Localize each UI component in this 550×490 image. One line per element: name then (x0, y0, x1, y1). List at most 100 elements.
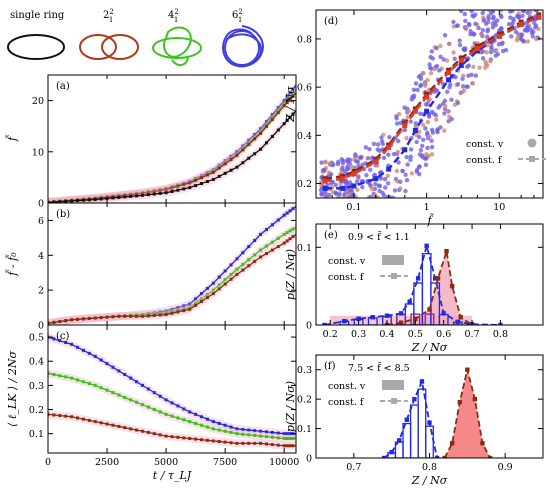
data-point (123, 426, 127, 430)
scatter-point (509, 34, 514, 39)
scatter-point (452, 56, 457, 62)
data-point (123, 373, 127, 377)
data-point (87, 316, 91, 320)
panel-label-e: (e) (324, 230, 338, 241)
plot-area-c (48, 333, 296, 450)
scatter-point (425, 77, 430, 83)
plot-area-f (381, 367, 493, 458)
scatter-point (530, 0, 534, 3)
data-point (291, 112, 295, 116)
ring-label-6: 62 1 (232, 8, 243, 24)
scatter-point (441, 57, 446, 62)
data-point (276, 111, 280, 115)
scatter-point (373, 181, 378, 187)
scatter-point (425, 130, 430, 135)
data-point (129, 427, 133, 431)
data-point (217, 421, 221, 425)
data-point (64, 199, 68, 203)
data-point (176, 184, 180, 188)
histogram-bar (409, 404, 419, 458)
data-point (276, 436, 280, 440)
data-point (235, 441, 239, 445)
data-point (200, 299, 204, 303)
data-point (188, 181, 192, 185)
scatter-point (486, 14, 491, 19)
data-point (285, 432, 289, 436)
data-point (211, 292, 215, 296)
scatter-point (506, 1, 510, 5)
error-band (48, 369, 296, 443)
scatter-point (335, 201, 339, 205)
scatter-point (423, 83, 428, 89)
const-v-fill (330, 315, 473, 325)
scatter-point (377, 202, 381, 206)
data-point (235, 150, 239, 154)
data-point (188, 186, 192, 190)
distribution-point (342, 318, 347, 324)
data-point (81, 417, 85, 421)
data-point (99, 197, 103, 201)
scatter-point (436, 105, 441, 110)
data-point (229, 272, 233, 276)
data-point (188, 307, 192, 311)
data-point (152, 313, 156, 317)
data-point (194, 421, 198, 425)
data-point (217, 174, 221, 178)
scatter-point (506, 21, 512, 27)
distribution-point (424, 243, 429, 248)
scatter-point (530, 0, 534, 1)
data-point (253, 253, 257, 257)
scatter-point (534, 3, 538, 7)
data-point (291, 235, 295, 239)
data-point (182, 418, 186, 422)
scatter-point (329, 198, 333, 202)
data-point (229, 263, 233, 267)
y-tick-label: 0.4 (29, 357, 44, 368)
data-point (135, 400, 139, 404)
data-point (259, 248, 263, 252)
x-tick-label: 1 (424, 202, 430, 213)
data-point (264, 120, 268, 124)
data-point (211, 168, 215, 172)
legend-label: const. f (466, 155, 503, 166)
scatter-point (482, 10, 487, 12)
scatter-point (405, 162, 410, 167)
scatter-point (510, 10, 515, 14)
scatter-point (333, 190, 338, 195)
data-point (146, 430, 150, 434)
distribution-point (480, 441, 485, 446)
scatter-point (486, 4, 490, 8)
scatter-point (394, 168, 400, 174)
data-point (117, 424, 121, 428)
scatter-point (529, 1, 533, 5)
y-tick-label: 0.1 (29, 429, 44, 440)
data-point (270, 118, 274, 122)
x-tick-label: 5000 (154, 457, 178, 468)
data-point (235, 267, 239, 271)
data-point (70, 376, 74, 380)
data-point (48, 412, 50, 416)
data-point (205, 179, 209, 183)
scatter-point (480, 10, 485, 16)
scatter-point (485, 19, 491, 25)
data-point (140, 429, 144, 433)
scatter-point (416, 74, 422, 79)
scatter-point (449, 97, 454, 102)
scatter-point (525, 1, 529, 5)
data-point (259, 131, 263, 135)
legend-marker (529, 156, 535, 162)
scatter-point (480, 27, 486, 33)
scatter-point (454, 23, 460, 29)
const-v-fill (386, 251, 473, 325)
scatter-point (390, 195, 396, 198)
scatter-point (420, 70, 426, 76)
data-point (87, 418, 91, 422)
scatter-point (365, 156, 371, 161)
scatter-point (422, 156, 428, 161)
data-point (229, 441, 233, 445)
scatter-point (381, 132, 386, 138)
data-point (282, 444, 286, 448)
scatter-point (336, 200, 340, 204)
data-point (76, 378, 80, 382)
scatter-point (386, 152, 391, 157)
